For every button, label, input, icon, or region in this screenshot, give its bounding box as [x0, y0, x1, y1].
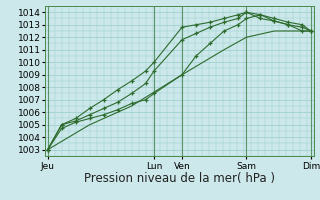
X-axis label: Pression niveau de la mer( hPa ): Pression niveau de la mer( hPa ) [84, 172, 275, 185]
